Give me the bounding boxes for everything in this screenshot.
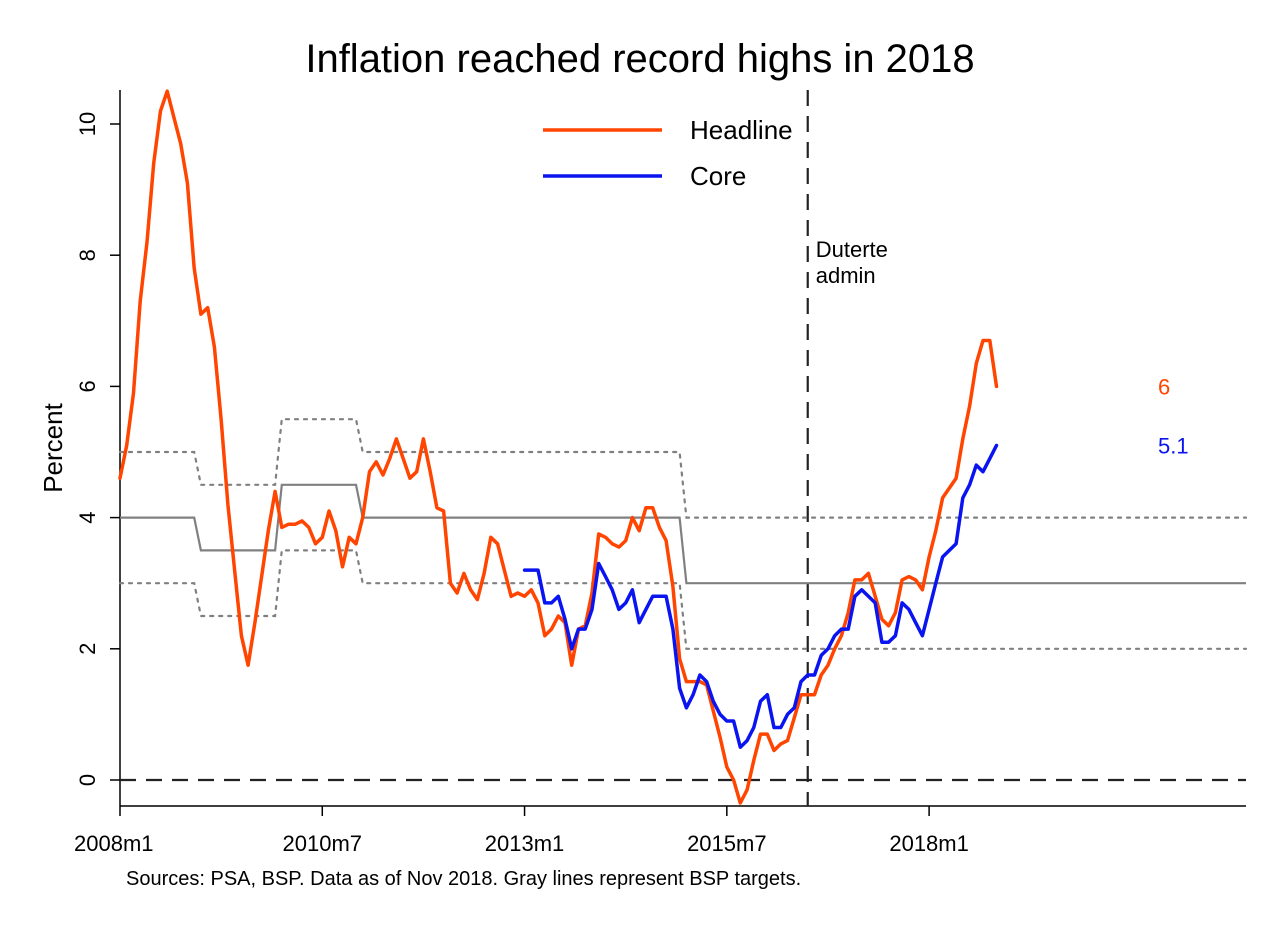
duterte-admin-label: Duterte	[816, 237, 888, 262]
core-end-label: 5.1	[1158, 433, 1189, 458]
x-tick-label: 2013m1	[485, 831, 565, 856]
x-tick-label: 2008m1	[74, 831, 154, 856]
source-note: Sources: PSA, BSP. Data as of Nov 2018. …	[126, 868, 801, 890]
y-axis-label: Percent	[38, 402, 68, 492]
legend-label-headline: Headline	[690, 115, 793, 145]
legend-label-core: Core	[690, 161, 746, 191]
target-lower-bound-line	[118, 549, 1248, 650]
y-tick-label: 6	[75, 380, 100, 392]
plot-area: 0 2 4 6 8 10 2008m1 2010m7 2013m1 2015m7 2018m1 Dut…	[74, 89, 1248, 856]
duterte-admin-label: admin	[816, 263, 876, 288]
chart-title: Inflation reached record highs in 2018	[305, 37, 974, 81]
core-series-line	[522, 443, 999, 749]
target-upper-bound-line	[118, 418, 1248, 519]
y-tick-label: 4	[75, 511, 100, 523]
y-tick-label: 10	[75, 112, 100, 136]
target-midpoint-line	[120, 483, 1246, 585]
x-tick-label: 2018m1	[889, 831, 969, 856]
headline-series-line	[118, 89, 999, 805]
x-tick-label: 2015m7	[687, 831, 767, 856]
y-tick-label: 8	[75, 249, 100, 261]
headline-end-label: 6	[1158, 374, 1170, 399]
y-tick-label: 2	[75, 643, 100, 655]
x-tick-label: 2010m7	[283, 831, 363, 856]
y-tick-label: 0	[75, 774, 100, 786]
